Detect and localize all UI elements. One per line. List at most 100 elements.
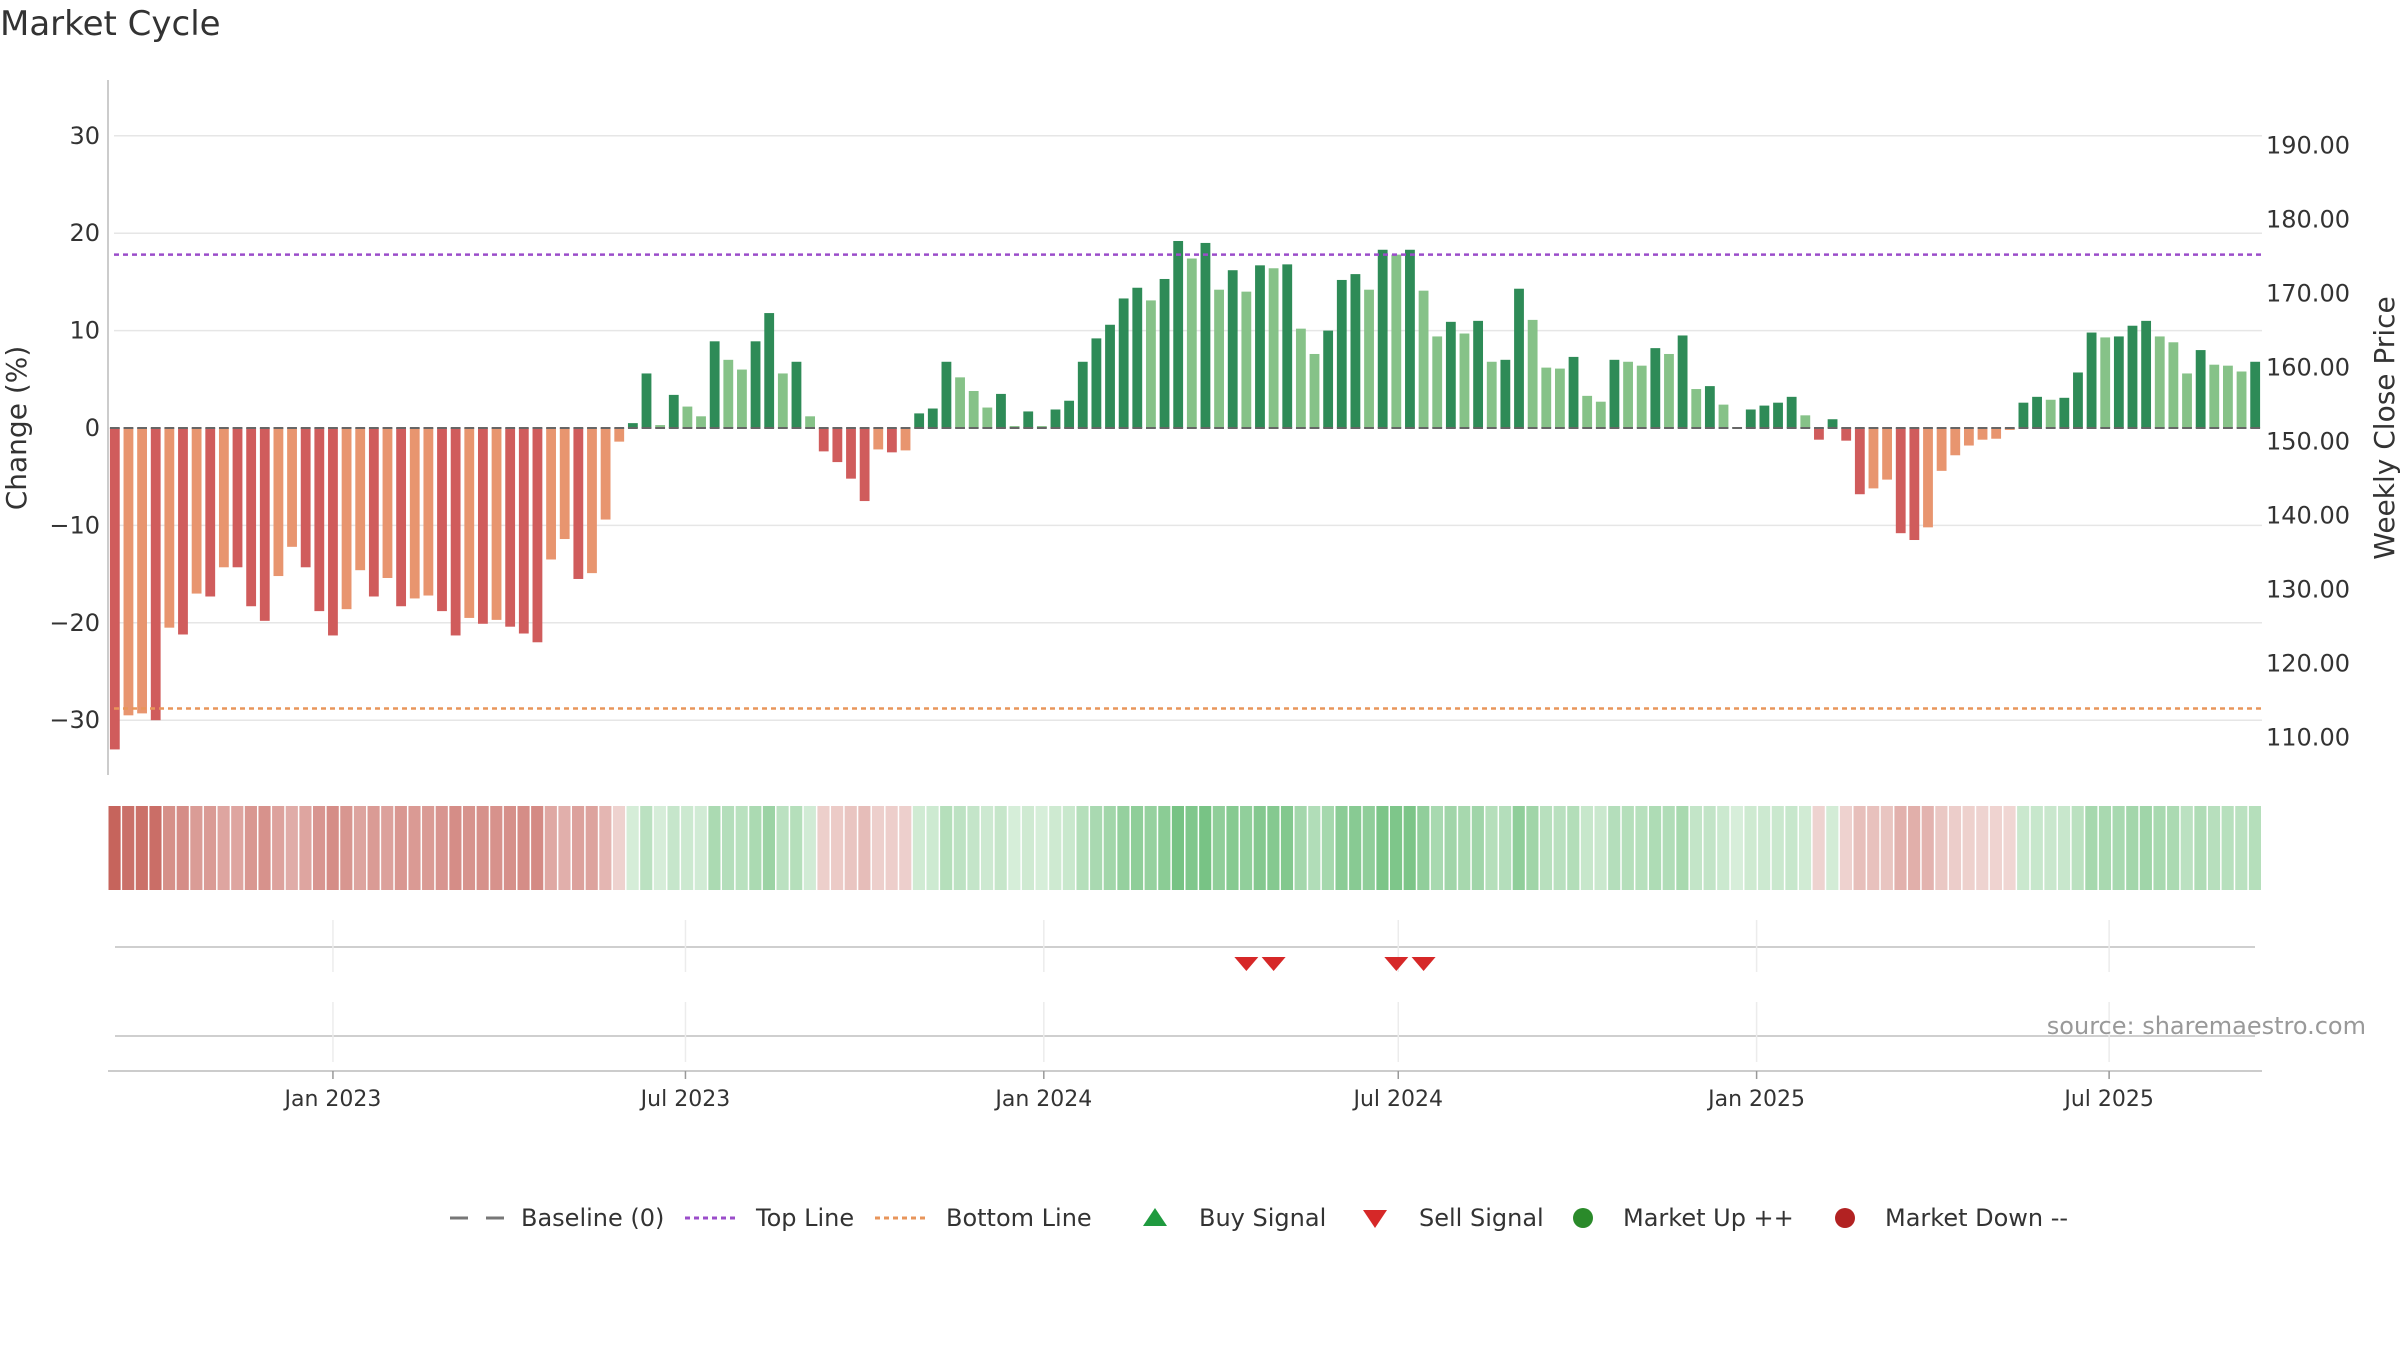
heat-cell xyxy=(681,806,694,890)
bar xyxy=(1459,333,1470,428)
bar xyxy=(123,428,134,716)
heat-cell xyxy=(1758,806,1771,890)
y-tick-label-right: 120.00 xyxy=(2266,650,2350,678)
bar xyxy=(996,393,1006,428)
heat-cell xyxy=(1962,806,1975,890)
y-tick-label-right: 150.00 xyxy=(2266,428,2350,456)
bar xyxy=(450,428,461,636)
bar xyxy=(941,361,952,428)
heat-cell xyxy=(1580,806,1593,890)
heat-cell xyxy=(2167,806,2180,890)
heat-cell xyxy=(462,806,476,890)
x-tick-label: Jan 2025 xyxy=(1706,1087,1805,1112)
heat-cell xyxy=(831,806,844,890)
y-tick-label-left: −20 xyxy=(49,609,100,637)
heat-cell xyxy=(1144,806,1157,890)
heat-cell xyxy=(394,806,407,890)
heat-cell xyxy=(163,806,176,890)
bar xyxy=(1950,428,1961,456)
bar xyxy=(423,428,434,596)
heat-cell xyxy=(885,806,898,890)
heat-cell xyxy=(1253,806,1266,890)
bar xyxy=(1186,258,1197,428)
bar xyxy=(341,428,352,610)
bars-layer xyxy=(109,240,2261,750)
bar xyxy=(1704,386,1715,428)
bar xyxy=(2100,337,2111,428)
heat-cell xyxy=(585,806,598,890)
heat-cell xyxy=(1130,806,1144,890)
y-tick-label-right: 170.00 xyxy=(2266,280,2350,308)
heat-cell xyxy=(2139,806,2152,890)
heat-cell xyxy=(1308,806,1321,890)
bar xyxy=(2073,372,2083,428)
bar xyxy=(955,377,965,428)
reference-lines xyxy=(114,253,2262,710)
source-label: source: sharemaestro.com xyxy=(2047,1012,2366,1040)
heat-cell xyxy=(272,806,285,890)
bar xyxy=(2141,320,2152,428)
bar xyxy=(1677,335,1688,428)
bar xyxy=(1173,240,1184,428)
bar xyxy=(1691,389,1702,428)
legend-item: Market Down -- xyxy=(1835,1204,2068,1232)
bar xyxy=(1064,400,1075,428)
bar xyxy=(150,428,161,721)
bar xyxy=(109,428,120,750)
legend-label: Sell Signal xyxy=(1419,1204,1544,1232)
bar xyxy=(559,428,570,540)
heat-cell xyxy=(1349,806,1362,890)
bar xyxy=(1814,428,1824,440)
heat-cell xyxy=(217,806,230,890)
bar xyxy=(532,428,543,643)
heat-cell xyxy=(1335,806,1348,890)
heat-cell xyxy=(940,806,953,890)
heat-cell xyxy=(1662,806,1675,890)
heat-cell xyxy=(981,806,994,890)
bar xyxy=(1105,324,1115,428)
heat-cell xyxy=(2194,806,2207,890)
bar xyxy=(1800,415,1811,428)
bar xyxy=(1609,359,1620,428)
bar xyxy=(1227,270,1238,428)
bar xyxy=(1241,291,1252,428)
bar xyxy=(2236,371,2247,428)
heat-cell xyxy=(1185,806,1198,890)
bar xyxy=(1214,289,1224,428)
bar xyxy=(1827,419,1838,428)
heat-cell xyxy=(1021,806,1035,890)
heat-cell xyxy=(408,806,421,890)
heat-cell xyxy=(2112,806,2125,890)
bar xyxy=(491,428,502,620)
heat-cell xyxy=(1076,806,1089,890)
heat-cell xyxy=(326,806,339,890)
heat-cell xyxy=(231,806,244,890)
heat-cell xyxy=(2153,806,2166,890)
heat-cell xyxy=(2085,806,2098,890)
heat-cell xyxy=(721,806,735,890)
x-tick-label: Jan 2023 xyxy=(282,1087,381,1112)
heat-cell xyxy=(626,806,639,890)
bar xyxy=(1636,365,1647,428)
heat-cell xyxy=(1090,806,1103,890)
heat-cell xyxy=(599,806,612,890)
bar xyxy=(1445,321,1456,428)
bar xyxy=(300,428,311,568)
heat-strip xyxy=(108,806,2261,890)
bar xyxy=(2045,399,2056,428)
heat-cell xyxy=(1921,806,1934,890)
heat-cell xyxy=(1635,806,1648,890)
heat-cell xyxy=(572,806,585,890)
bar xyxy=(1159,278,1170,428)
bar xyxy=(818,428,829,452)
heat-cell xyxy=(1689,806,1703,890)
heat-cell xyxy=(871,806,885,890)
bar xyxy=(273,428,284,577)
bar xyxy=(1786,396,1797,428)
heat-cell xyxy=(912,806,925,890)
bar xyxy=(1582,395,1593,428)
bar xyxy=(1364,289,1374,428)
bar xyxy=(1377,249,1388,428)
bar xyxy=(2127,325,2138,428)
bar xyxy=(382,428,393,578)
